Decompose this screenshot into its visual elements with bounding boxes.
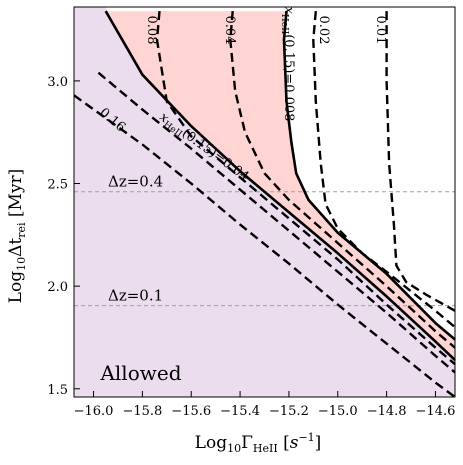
dz-label-0: Δz=0.4 [108,173,163,191]
x-tick-label: −14.8 [367,404,407,419]
y-tick-label: 2.5 [47,178,68,193]
x-axis-label: Log10ΓHeII [s−1] [195,431,322,455]
x-tick-label: −15.4 [220,404,260,419]
label-001: 0.01 [373,16,388,45]
x-tick-label: −14.6 [416,404,456,419]
label-002: 0.02 [316,16,331,45]
label-xheii-0008: xHeII(0.15)=0.008 [279,7,296,122]
x-tick-label: −15.6 [171,404,211,419]
curve-6 [312,10,456,329]
curve-5 [282,10,456,341]
label-004: 0.04 [222,16,237,45]
excluded-region [105,11,455,361]
curve-7 [385,11,456,312]
x-tick-label: −15.2 [269,404,309,419]
dz-label-1: Δz=0.1 [108,287,163,305]
shaded-regions [74,7,455,397]
curve-0 [97,71,456,374]
y-axis-label: Log10Δtrei [Myr] [6,169,28,304]
x-tick-label: −16.0 [74,404,114,419]
curve-3 [155,10,456,366]
x-tick-label: −15.8 [122,404,162,419]
curve-2 [104,10,456,362]
y-tick-label: 3.0 [47,75,68,90]
x-tick-label: −15.0 [318,404,358,419]
axis-ticks: −16.0 −15.8 −15.6 −15.4 −15.2 −15.0 −14.8 −14.6… [47,75,455,419]
y-tick-label: 2.0 [47,280,68,295]
curve-4 [229,11,456,349]
allowed-label: Allowed [99,361,181,385]
curves [73,10,456,398]
label-008: 0.08 [144,16,159,45]
curve-1 [73,94,456,398]
y-tick-label: 1.5 [47,383,68,398]
plot-frame [73,6,456,398]
